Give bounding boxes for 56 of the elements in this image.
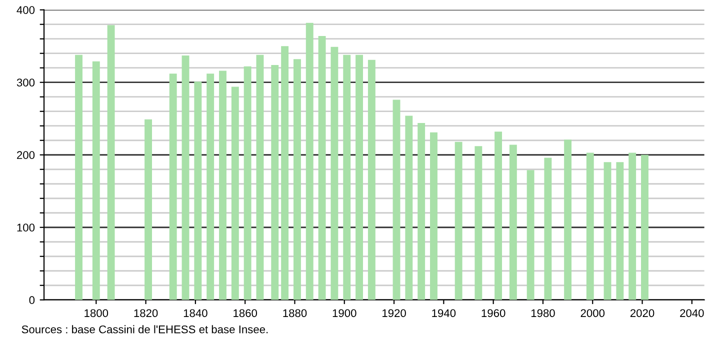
bar: [368, 60, 376, 300]
x-tick-label: 1900: [332, 309, 356, 318]
y-tick-label: 400: [16, 6, 35, 14]
bar: [564, 140, 572, 300]
bar: [206, 74, 214, 300]
source-note: Sources : base Cassini de l'EHESS et base Insee.: [22, 325, 268, 334]
x-tick-label: 1940: [432, 309, 456, 318]
bar: [474, 146, 482, 300]
y-tick-label: 300: [16, 78, 35, 86]
bar: [194, 82, 202, 300]
bar: [318, 36, 326, 300]
bar: [356, 54, 363, 300]
bar: [430, 132, 438, 300]
bar: [306, 22, 314, 300]
bar: [231, 86, 239, 300]
x-tick-label: 1880: [283, 309, 307, 318]
bar: [169, 74, 177, 300]
y-tick-label: 100: [17, 224, 35, 232]
x-tick-label: 2000: [580, 309, 605, 318]
bar: [271, 64, 279, 300]
x-tick-label: 1960: [482, 309, 506, 318]
y-tick-label: 200: [17, 151, 35, 160]
bar: [392, 100, 400, 300]
bar: [256, 54, 264, 300]
bar: [330, 46, 338, 300]
x-tick-label: 1860: [234, 309, 258, 318]
x-tick-label: 1840: [184, 309, 208, 318]
bar: [509, 144, 517, 300]
bar: [75, 54, 82, 300]
x-tick-label: 2040: [680, 309, 704, 318]
bar: [144, 119, 152, 300]
x-tick-label: 1980: [531, 309, 555, 318]
x-tick-label: 2020: [630, 309, 654, 318]
bar: [244, 66, 252, 300]
bar: [343, 54, 351, 300]
bar: [604, 162, 612, 300]
bar: [92, 61, 100, 300]
x-tick-label: 1820: [134, 309, 158, 318]
bar: [219, 70, 226, 300]
bar: [405, 116, 413, 300]
bar: [616, 162, 624, 300]
bar: [586, 152, 594, 300]
bar: [544, 158, 552, 300]
bar: [454, 142, 462, 300]
bar: [281, 46, 289, 300]
x-tick-label: 1800: [84, 309, 108, 318]
bar: [182, 56, 190, 300]
bar: [526, 170, 534, 300]
x-tick-label: 1920: [382, 309, 406, 318]
bar: [418, 122, 426, 300]
bar: [641, 154, 648, 300]
y-tick-label: 0: [29, 296, 35, 304]
bar: [628, 152, 636, 300]
bar: [107, 25, 115, 300]
bar: [293, 59, 301, 300]
bar: [494, 132, 502, 300]
